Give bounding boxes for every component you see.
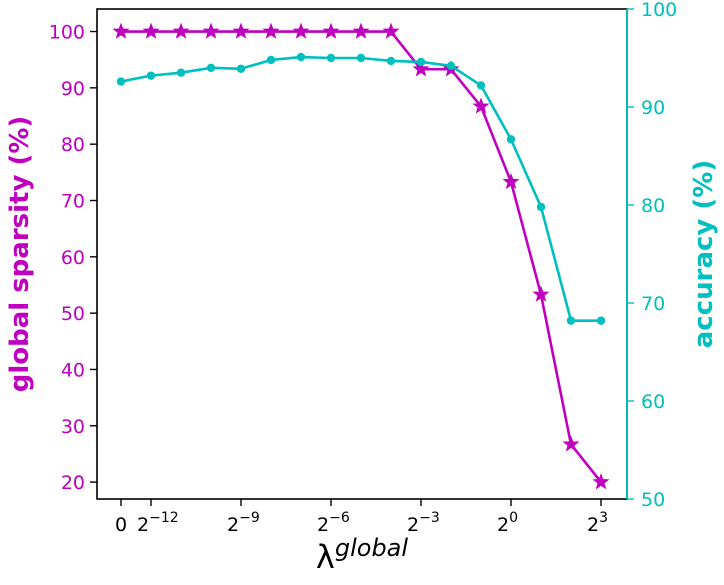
accuracy-point <box>146 71 156 80</box>
sparsity-point <box>142 22 160 39</box>
accuracy-point <box>416 57 426 67</box>
accuracy-point <box>296 52 306 62</box>
y-left-tick-label: 50 <box>61 303 85 325</box>
accuracy-point <box>506 135 516 144</box>
x-tick-label: 2−12 <box>137 510 179 536</box>
accuracy-point <box>206 63 216 72</box>
y-right-tick-label: 90 <box>641 97 665 119</box>
y-left-tick-label: 80 <box>61 134 85 156</box>
sparsity-point <box>262 22 280 39</box>
y-left-tick-label: 90 <box>61 78 85 100</box>
x-tick-label: 2−3 <box>407 510 440 536</box>
sparsity-point <box>472 97 490 114</box>
x-tick-label: 20 <box>497 510 518 536</box>
y-right-tick-label: 100 <box>641 0 677 21</box>
y-left-axis-title: global sparsity (%) <box>5 116 35 393</box>
plot-frame <box>96 8 628 500</box>
sparsity-point <box>292 22 310 39</box>
sparsity-point <box>172 22 190 39</box>
x-tick-label: 23 <box>587 510 608 536</box>
accuracy-point <box>536 202 546 212</box>
y-left-tick-label: 30 <box>61 416 85 438</box>
sparsity-point <box>412 60 430 77</box>
accuracy-point <box>566 316 576 325</box>
y-left-tick-label: 20 <box>61 472 85 494</box>
x-axis-title: λglobal <box>316 534 408 576</box>
accuracy-point <box>446 61 456 71</box>
y-left-tick-label: 60 <box>61 247 85 269</box>
sparsity-point <box>382 22 400 39</box>
accuracy-point <box>236 64 246 73</box>
accuracy-point <box>386 56 396 66</box>
y-right-tick-label: 60 <box>641 391 665 413</box>
sparsity-point <box>592 473 610 490</box>
y-left-tick-label: 70 <box>61 190 85 212</box>
sparsity-point <box>352 22 370 39</box>
sparsity-point <box>502 172 520 190</box>
accuracy-point <box>176 68 186 77</box>
x-tick-label: 2−9 <box>227 510 260 536</box>
y-left-tick-label: 100 <box>49 22 85 44</box>
x-tick-label: 0 <box>115 514 127 536</box>
sparsity-point <box>562 435 580 452</box>
y-right-tick-label: 80 <box>641 195 665 217</box>
sparsity-series-line <box>121 30 603 483</box>
y-right-tick-label: 50 <box>641 489 665 511</box>
accuracy-point <box>266 55 276 65</box>
accuracy-point <box>326 53 336 63</box>
y-right-tick-label: 70 <box>641 293 665 315</box>
accuracy-point <box>356 53 366 63</box>
accuracy-series-line <box>120 55 601 322</box>
sparsity-point <box>232 22 250 39</box>
sparsity-point <box>322 22 340 39</box>
sparsity-point <box>532 285 550 302</box>
accuracy-point <box>476 81 486 90</box>
sparsity-point <box>202 22 220 39</box>
x-tick-label: 2−6 <box>317 510 350 536</box>
y-left-tick-label: 40 <box>61 359 85 381</box>
sparsity-point <box>112 22 130 39</box>
y-right-axis-title: accuracy (%) <box>689 160 719 348</box>
accuracy-point <box>596 316 606 325</box>
accuracy-point <box>116 77 126 86</box>
